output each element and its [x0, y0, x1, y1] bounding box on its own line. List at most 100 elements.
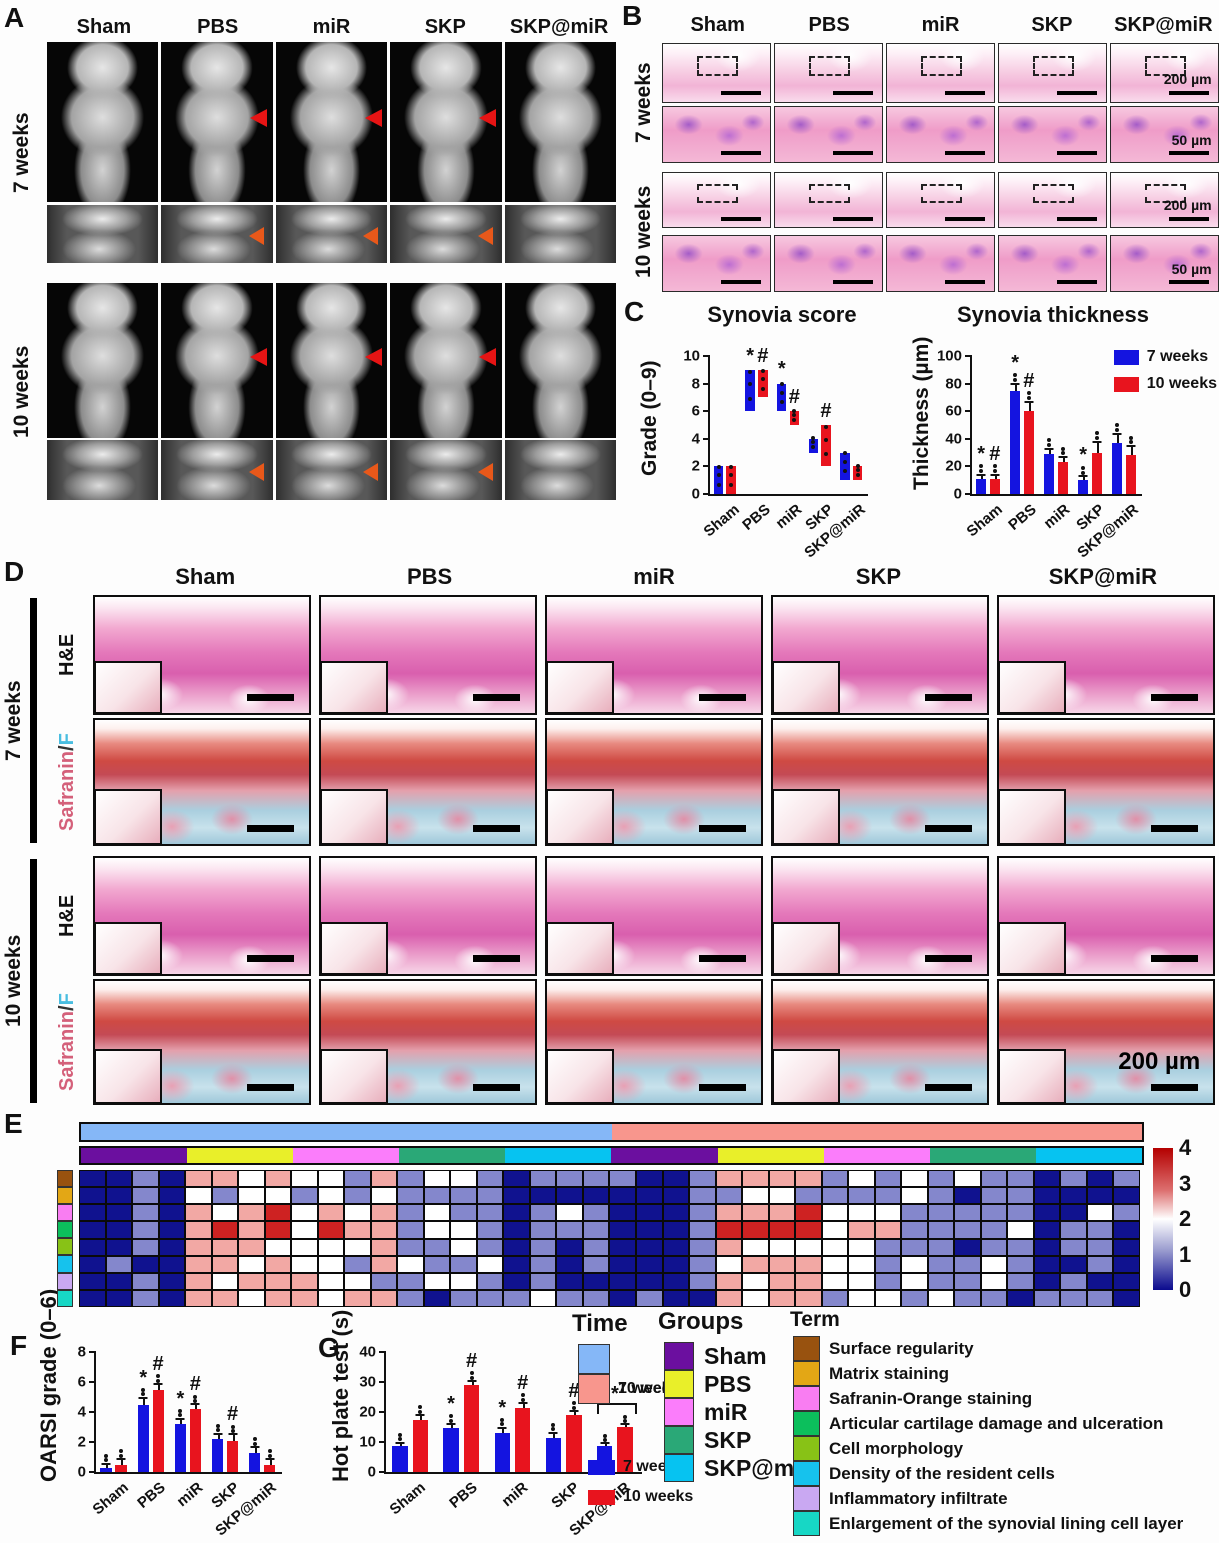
heatmap-cell	[344, 1221, 371, 1239]
significance-hash: #	[568, 1380, 580, 1403]
cartilage-saf-image-skp@mir	[997, 718, 1215, 846]
heatmap-cell	[768, 1272, 796, 1290]
term-annotation-swatch	[57, 1170, 73, 1188]
data-point-dot	[230, 1428, 235, 1433]
group-segment-skp	[399, 1148, 506, 1163]
data-point-dot	[1081, 465, 1086, 470]
heatmap-cell	[185, 1170, 212, 1188]
scale-bar	[472, 824, 521, 832]
error-bar	[232, 1435, 235, 1441]
image-row	[93, 856, 1215, 976]
bar-10-weeks	[617, 1427, 633, 1472]
scale-bar	[944, 151, 986, 156]
heatmap-cell	[742, 1238, 769, 1256]
heatmap-cell	[927, 1204, 955, 1222]
heatmap-cell	[742, 1289, 769, 1307]
heatmap-cell	[529, 1238, 557, 1256]
cartilage-he-image-pbs	[319, 856, 537, 976]
heatmap-cell	[238, 1187, 265, 1205]
heatmap-grid	[79, 1170, 1140, 1307]
data-point-dot	[979, 464, 984, 469]
heatmap-cell	[636, 1238, 663, 1256]
arrowhead-icon	[250, 348, 268, 367]
group-legend-swatch	[664, 1454, 694, 1482]
significance-star: *	[498, 1396, 507, 1419]
heatmap-cell	[901, 1272, 928, 1290]
heatmap-cell	[1086, 1221, 1114, 1239]
heatmap-cell	[582, 1170, 610, 1188]
heatmap-colorbar: 4 3 2 1 0	[1153, 1137, 1191, 1301]
dashed-roi-box	[921, 183, 962, 203]
y-tick-mark	[89, 1441, 96, 1443]
heatmap-cell	[1113, 1255, 1140, 1273]
bar-10-weeks	[1091, 452, 1102, 494]
error-bar-cap	[620, 1423, 630, 1426]
heatmap-cell	[980, 1238, 1008, 1256]
data-point-dot	[449, 1414, 454, 1419]
scale-bar-label: 50 µm	[1171, 260, 1212, 277]
heatmap-cell	[79, 1221, 106, 1239]
data-point-dot	[118, 1453, 123, 1458]
data-point-dot	[141, 1392, 146, 1397]
error-bar	[1049, 449, 1052, 454]
error-bar	[573, 1412, 576, 1415]
heatmap-cell	[1086, 1170, 1114, 1188]
heatmap-cell	[1060, 1221, 1087, 1239]
heatmap-group-annotation-bar	[79, 1146, 1144, 1165]
microct-render3d-image-sham	[47, 283, 159, 438]
synovium-detail-image-sham	[662, 106, 771, 163]
time-bracket-bar	[30, 598, 37, 843]
row-time-label: 7 weeks	[632, 62, 655, 144]
microct-render3d-image-pbs	[161, 283, 273, 438]
scale-bar	[472, 1083, 521, 1091]
dashed-roi-box	[1145, 55, 1186, 76]
bar-legend-swatch	[588, 1459, 615, 1475]
error-bar	[195, 1405, 198, 1409]
column-header: SKP@miR	[1114, 14, 1213, 36]
synovium-overview-image-pbs	[774, 172, 883, 228]
heatmap-cell	[662, 1255, 690, 1273]
heatmap-cell	[397, 1221, 424, 1239]
error-bar-cap	[990, 474, 1000, 477]
heatmap-cell	[1007, 1187, 1034, 1205]
scale-bar	[246, 824, 295, 832]
heatmap-cell	[291, 1238, 318, 1256]
y-tick-mark	[89, 1411, 96, 1413]
panel-e-letter: E	[4, 1108, 23, 1139]
significance-star: *	[1011, 351, 1020, 374]
data-point-dot	[267, 1449, 272, 1454]
data-point-dot	[716, 473, 721, 478]
heatmap-cell	[636, 1170, 663, 1188]
chart-legend: 7 weeks 10 weeks	[1113, 348, 1217, 393]
significance-hash: #	[989, 442, 1001, 465]
heatmap-cell	[1060, 1170, 1087, 1188]
y-tick-label: 20	[359, 1403, 376, 1421]
heatmap-cell	[609, 1272, 637, 1290]
scale-bar-label: 200 µm	[1163, 70, 1212, 87]
synovium-detail-image-skp@mir: 50 µm	[1110, 235, 1219, 292]
heatmap-cell	[291, 1187, 318, 1205]
data-point-dot	[992, 469, 997, 474]
legend-label: 10 weeks	[1146, 375, 1217, 392]
data-point-dot	[748, 396, 753, 401]
scale-bar	[1150, 694, 1199, 702]
y-tick-mark	[703, 465, 710, 468]
bar-7-weeks	[212, 1439, 224, 1472]
heatmap-cell	[689, 1170, 716, 1188]
x-tick-label: miR	[173, 1479, 206, 1511]
image-row	[47, 440, 617, 500]
group-legend-swatch	[664, 1370, 694, 1398]
heatmap-cell	[662, 1272, 690, 1290]
heatmap-cell	[503, 1255, 530, 1273]
group-legend-label: SKP	[704, 1426, 752, 1453]
plot-area: 0 2 4 6 8 10 Sham PBS miR SKP SKP@miR * * # # #	[683, 346, 868, 562]
bar-7-weeks	[1112, 442, 1123, 494]
y-tick-label: 40	[359, 1343, 376, 1361]
x-tick-label: PBS	[134, 1479, 169, 1512]
heatmap-cell	[715, 1238, 743, 1256]
column-header: SKP	[855, 564, 902, 589]
colorbar-tick-label: 0	[1179, 1277, 1192, 1302]
heatmap-cell	[927, 1289, 955, 1307]
colorbar-tick-label: 4	[1179, 1135, 1192, 1160]
column-headers: Sham PBS miR SKP SKP@miR	[47, 16, 616, 39]
